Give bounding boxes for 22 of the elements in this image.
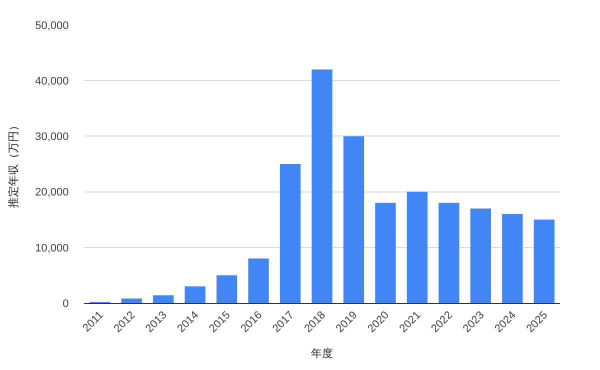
- bar: [438, 202, 460, 303]
- y-tick-label: 10,000: [35, 242, 69, 254]
- bar: [406, 192, 428, 303]
- y-axis-title: 推定年収（万円）: [6, 120, 20, 208]
- bar: [343, 136, 364, 303]
- y-tick-label: 0: [62, 298, 69, 310]
- bar: [375, 202, 396, 303]
- x-axis-title: 年度: [311, 347, 333, 360]
- bar: [153, 295, 174, 303]
- bar: [534, 220, 554, 303]
- bar: [248, 258, 269, 303]
- bar: [216, 275, 238, 303]
- bar: [121, 298, 142, 303]
- bar: [470, 208, 491, 303]
- bar: [312, 69, 332, 303]
- y-tick-label: 50,000: [35, 20, 69, 32]
- bar: [280, 164, 301, 303]
- bar: [184, 286, 206, 303]
- y-tick-label: 30,000: [35, 131, 69, 144]
- y-tick-label: 20,000: [35, 186, 69, 199]
- bar: [502, 214, 523, 303]
- y-tick-label: 40,000: [35, 75, 69, 88]
